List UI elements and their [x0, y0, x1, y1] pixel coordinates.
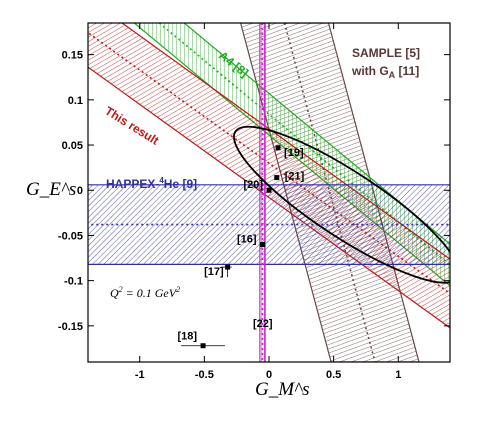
y-tick-label: -0.05	[58, 230, 83, 242]
tick-layer: -1 -0.5 0 0.5 1 0.15 0.1 0.05 0 -0.05 -0.1 -0.15	[58, 23, 450, 381]
data-point	[260, 241, 266, 247]
band-label-22: [22]	[253, 318, 273, 330]
x-tick-label: 0.5	[326, 369, 341, 381]
y-tick-label: 0.15	[62, 50, 83, 62]
data-point	[266, 187, 272, 193]
point-label: [18]	[178, 331, 198, 343]
x-tick-label: 1	[395, 369, 401, 381]
data-point	[225, 264, 231, 270]
q2-annotation: Q2 = 0.1 GeV2	[110, 285, 180, 300]
data-point	[200, 343, 206, 349]
point-label: [21]	[285, 171, 305, 183]
y-axis-label: G_E^s	[26, 179, 76, 200]
point-label: [16]	[237, 233, 257, 245]
point-label: [20]	[243, 179, 263, 191]
x-tick-label: 0	[266, 369, 272, 381]
point-label: [17]	[204, 266, 224, 278]
band-4	[259, 23, 266, 362]
band-label-sample-ga: with GA [11]	[351, 64, 419, 80]
y-tick-label: -0.15	[58, 321, 83, 333]
y-tick-label: 0.05	[62, 140, 83, 152]
band-layer	[88, 23, 450, 362]
points-layer: [19] [21] [20] [16] [17] [18]	[178, 145, 305, 349]
y-tick-label: -0.1	[64, 276, 83, 288]
x-tick-label: -1	[135, 369, 145, 381]
band-3	[88, 184, 450, 265]
y-tick-label: 0	[77, 185, 83, 197]
band-label-sample: SAMPLE [5]	[352, 46, 420, 60]
x-axis-label: G_M^s	[255, 379, 309, 400]
data-point	[275, 145, 281, 151]
x-tick-label: -0.5	[195, 369, 214, 381]
y-tick-label: 0.1	[68, 95, 83, 107]
band-center-2	[88, 31, 450, 295]
point-label: [19]	[284, 147, 304, 159]
confidence-ellipse	[233, 125, 450, 284]
band-label-happex: HAPPEX-4He [9]	[106, 176, 197, 191]
data-point	[274, 175, 280, 181]
